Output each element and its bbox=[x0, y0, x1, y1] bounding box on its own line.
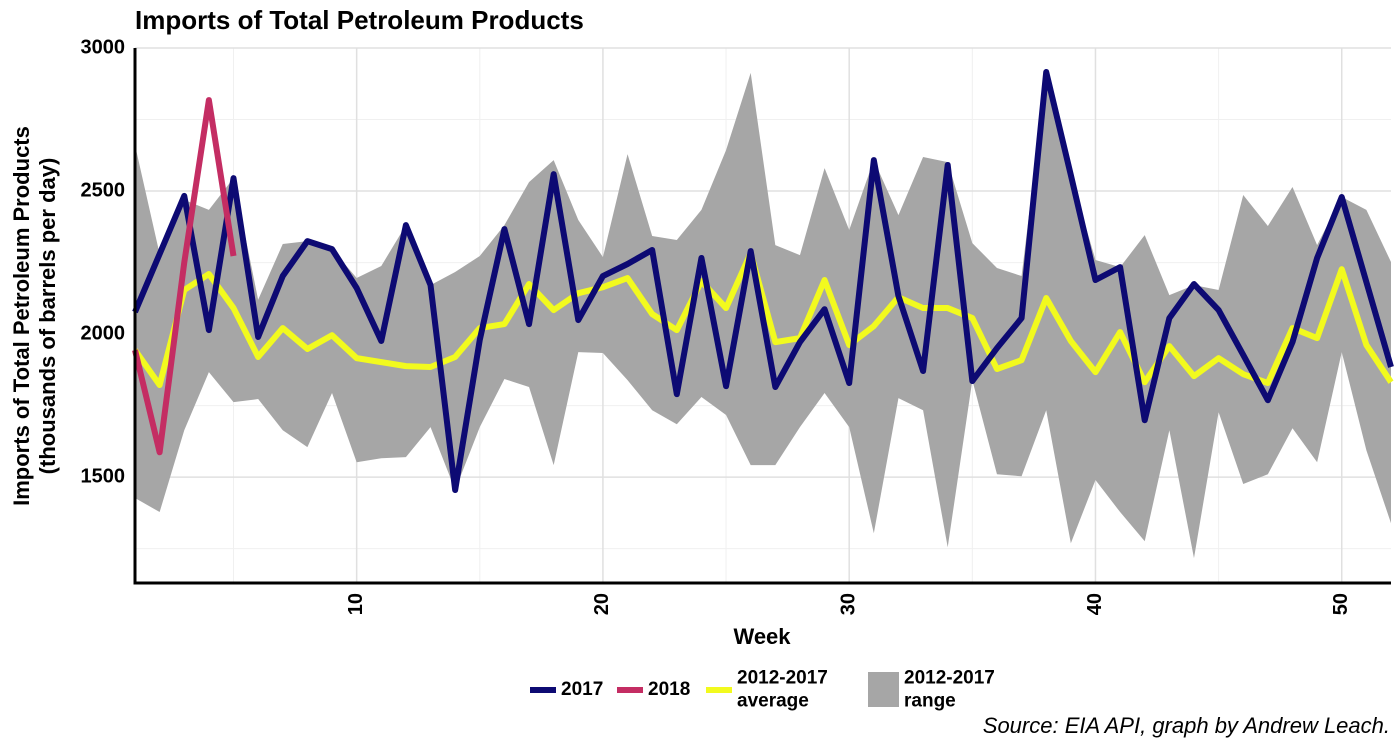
x-tick-label: 20 bbox=[591, 593, 613, 615]
series-line bbox=[132, 97, 237, 456]
series-line bbox=[132, 69, 1394, 494]
x-tick-label: 50 bbox=[1330, 593, 1352, 615]
x-axis-label: Week bbox=[733, 624, 791, 649]
legend-label: 2017 bbox=[561, 679, 603, 700]
legend-label: 2018 bbox=[648, 679, 690, 700]
y-tick-label: 2500 bbox=[81, 179, 126, 201]
series-line bbox=[132, 250, 1394, 389]
legend-swatch bbox=[868, 672, 899, 707]
legend-label: 2012-2017 average bbox=[737, 668, 828, 712]
x-tick-label: 30 bbox=[837, 593, 859, 615]
y-tick-label: 3000 bbox=[81, 36, 126, 58]
legend-label: 2012-2017 range bbox=[904, 668, 995, 712]
y-tick-label: 2000 bbox=[81, 322, 126, 344]
source-note: Source: EIA API, graph by Andrew Leach. bbox=[983, 713, 1390, 738]
y-axis-label: Imports of Total Petroleum Products(thou… bbox=[9, 126, 60, 506]
x-tick-label: 10 bbox=[345, 593, 367, 615]
chart-title: Imports of Total Petroleum Products bbox=[135, 5, 584, 35]
x-tick-label: 40 bbox=[1084, 593, 1106, 615]
y-tick-label: 1500 bbox=[81, 465, 126, 487]
